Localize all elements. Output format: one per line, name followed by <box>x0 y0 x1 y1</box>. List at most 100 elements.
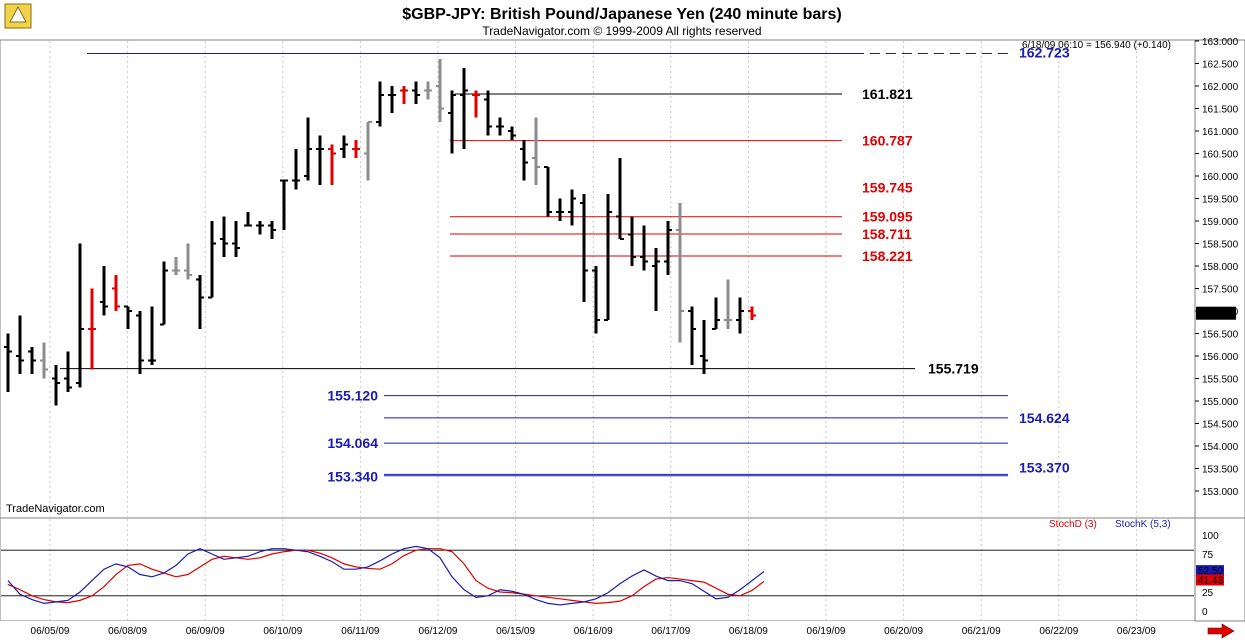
ohlc-bar <box>604 194 612 321</box>
info-line: 6/18/09 06:10 = 156.940 (+0.140) <box>1022 40 1171 51</box>
price-tick-label: 155.000 <box>1202 397 1239 408</box>
ohlc-bar <box>88 288 96 370</box>
ohlc-bar <box>652 248 660 311</box>
ohlc-bar <box>400 86 408 104</box>
ohlc-bar <box>136 311 144 374</box>
level-label: 153.370 <box>1019 459 1070 475</box>
price-levels: 162.723 161.821 160.787 159.745 159.095158.7… <box>60 44 1070 485</box>
ohlc-bar <box>424 81 432 100</box>
level-label: 153.340 <box>327 469 378 485</box>
legend-stoch-k: StochK (5,3) <box>1115 519 1171 530</box>
price-tick-label: 156.500 <box>1202 330 1239 341</box>
price-tick-label: 157.500 <box>1202 285 1239 296</box>
stochastic-panel[interactable]: StochD (3) StochK (5,3) <box>0 517 1196 622</box>
price-tick-label: 161.000 <box>1202 127 1239 138</box>
ohlc-bar <box>376 81 384 127</box>
ohlc-bar <box>508 126 516 140</box>
ohlc-bar <box>484 90 492 136</box>
ohlc-bar <box>244 212 252 227</box>
stochastic-axis[interactable]: 1007550250 52.50 41.43 <box>1194 517 1245 622</box>
stoch-k-badge: 52.50 <box>1196 565 1224 577</box>
level-label: 158.711 <box>862 226 912 242</box>
ohlc-bar <box>676 203 684 343</box>
last-price-badge: 156.940 <box>1196 306 1236 321</box>
scroll-right-arrow-icon[interactable] <box>1207 623 1235 639</box>
date-tick-label: 06/17/09 <box>651 626 690 637</box>
price-tick-label: 159.500 <box>1202 195 1239 206</box>
level-label: 161.821 <box>862 86 913 102</box>
chart-subtitle: TradeNavigator.com © 1999-2009 All right… <box>482 24 761 38</box>
ohlc-bar <box>268 221 276 239</box>
stochastic-lines <box>7 545 765 606</box>
price-tick-label: 162.500 <box>1202 60 1239 71</box>
ohlc-bar <box>256 221 264 235</box>
last-price-label: 156.940 <box>1198 310 1235 321</box>
ohlc-bar <box>328 144 336 185</box>
price-tick-label: 153.500 <box>1202 465 1239 476</box>
price-panel[interactable]: 162.723 161.821 160.787 159.745 159.095158.7… <box>0 39 1196 519</box>
date-tick-label: 06/16/09 <box>574 626 613 637</box>
ohlc-bar <box>64 351 72 392</box>
price-tick-label: 153.000 <box>1202 487 1239 498</box>
date-tick-label: 06/23/09 <box>1117 626 1156 637</box>
price-tick-label: 161.500 <box>1202 105 1239 116</box>
stoch-tick-label: 25 <box>1202 588 1214 599</box>
ohlc-bar <box>76 243 84 388</box>
legend-stoch-d: StochD (3) <box>1049 519 1097 530</box>
level-label: 155.120 <box>327 388 378 404</box>
ohlc-bar <box>364 121 372 181</box>
watermark: TradeNavigator.com <box>6 503 105 515</box>
price-tick-label: 160.500 <box>1202 150 1239 161</box>
ohlc-bar <box>196 275 204 329</box>
ohlc-bar <box>640 225 648 271</box>
ohlc-bar <box>712 297 720 330</box>
ohlc-bar <box>148 306 156 365</box>
level-label: 154.064 <box>327 435 378 451</box>
date-tick-label: 06/10/09 <box>263 626 302 637</box>
stoch-d-badge: 41.43 <box>1196 574 1224 587</box>
ohlc-bar <box>388 86 396 113</box>
ohlc-bar <box>436 59 444 122</box>
date-tick-label: 06/15/09 <box>496 626 535 637</box>
price-tick-label: 160.000 <box>1202 172 1239 183</box>
ohlc-bar <box>112 275 120 311</box>
date-tick-label: 06/19/09 <box>807 626 846 637</box>
date-tick-label: 06/11/09 <box>341 626 380 637</box>
ohlc-bar <box>748 306 756 320</box>
level-label: 159.095 <box>862 209 913 225</box>
ohlc-bar <box>184 243 192 280</box>
price-gridlines <box>49 41 1137 517</box>
date-tick-label: 06/20/09 <box>884 626 923 637</box>
price-tick-label: 158.000 <box>1202 262 1239 273</box>
date-tick-label: 06/21/09 <box>962 626 1001 637</box>
ohlc-bar <box>124 305 132 329</box>
ohlc-bar <box>220 216 228 257</box>
price-tick-label: 162.000 <box>1202 82 1239 93</box>
stochastic-gridlines <box>1 519 1194 620</box>
price-tick-label: 154.500 <box>1202 420 1239 431</box>
ohlc-bar <box>520 140 528 181</box>
price-bars <box>4 59 756 406</box>
level-label: 155.719 <box>928 361 979 377</box>
ohlc-bar <box>172 257 180 275</box>
level-label: 162.723 <box>1019 44 1070 60</box>
ohlc-bar <box>160 261 168 326</box>
ohlc-bar <box>544 166 552 217</box>
ohlc-bar <box>736 297 744 334</box>
ohlc-bar <box>472 90 480 118</box>
date-tick-label: 06/12/09 <box>419 626 458 637</box>
price-tick-label: 155.500 <box>1202 375 1239 386</box>
price-tick-label: 154.000 <box>1202 442 1239 453</box>
ohlc-bar <box>496 117 504 136</box>
ohlc-bar <box>568 189 576 226</box>
level-label: 158.221 <box>862 248 913 264</box>
ohlc-bar <box>724 279 732 329</box>
date-axis[interactable]: 06/05/09 06/08/09 06/09/09 06/10/09 06/11/09… <box>0 621 1195 640</box>
price-axis[interactable]: 163.000 162.500 162.000 161.500 161.000 160.5… <box>1194 37 1245 519</box>
stoch-tick-label: 0 <box>1202 607 1208 618</box>
ohlc-bar <box>340 135 348 158</box>
ohlc-bar <box>556 198 564 221</box>
ohlc-bar <box>352 140 360 158</box>
ohlc-bar <box>100 266 108 316</box>
